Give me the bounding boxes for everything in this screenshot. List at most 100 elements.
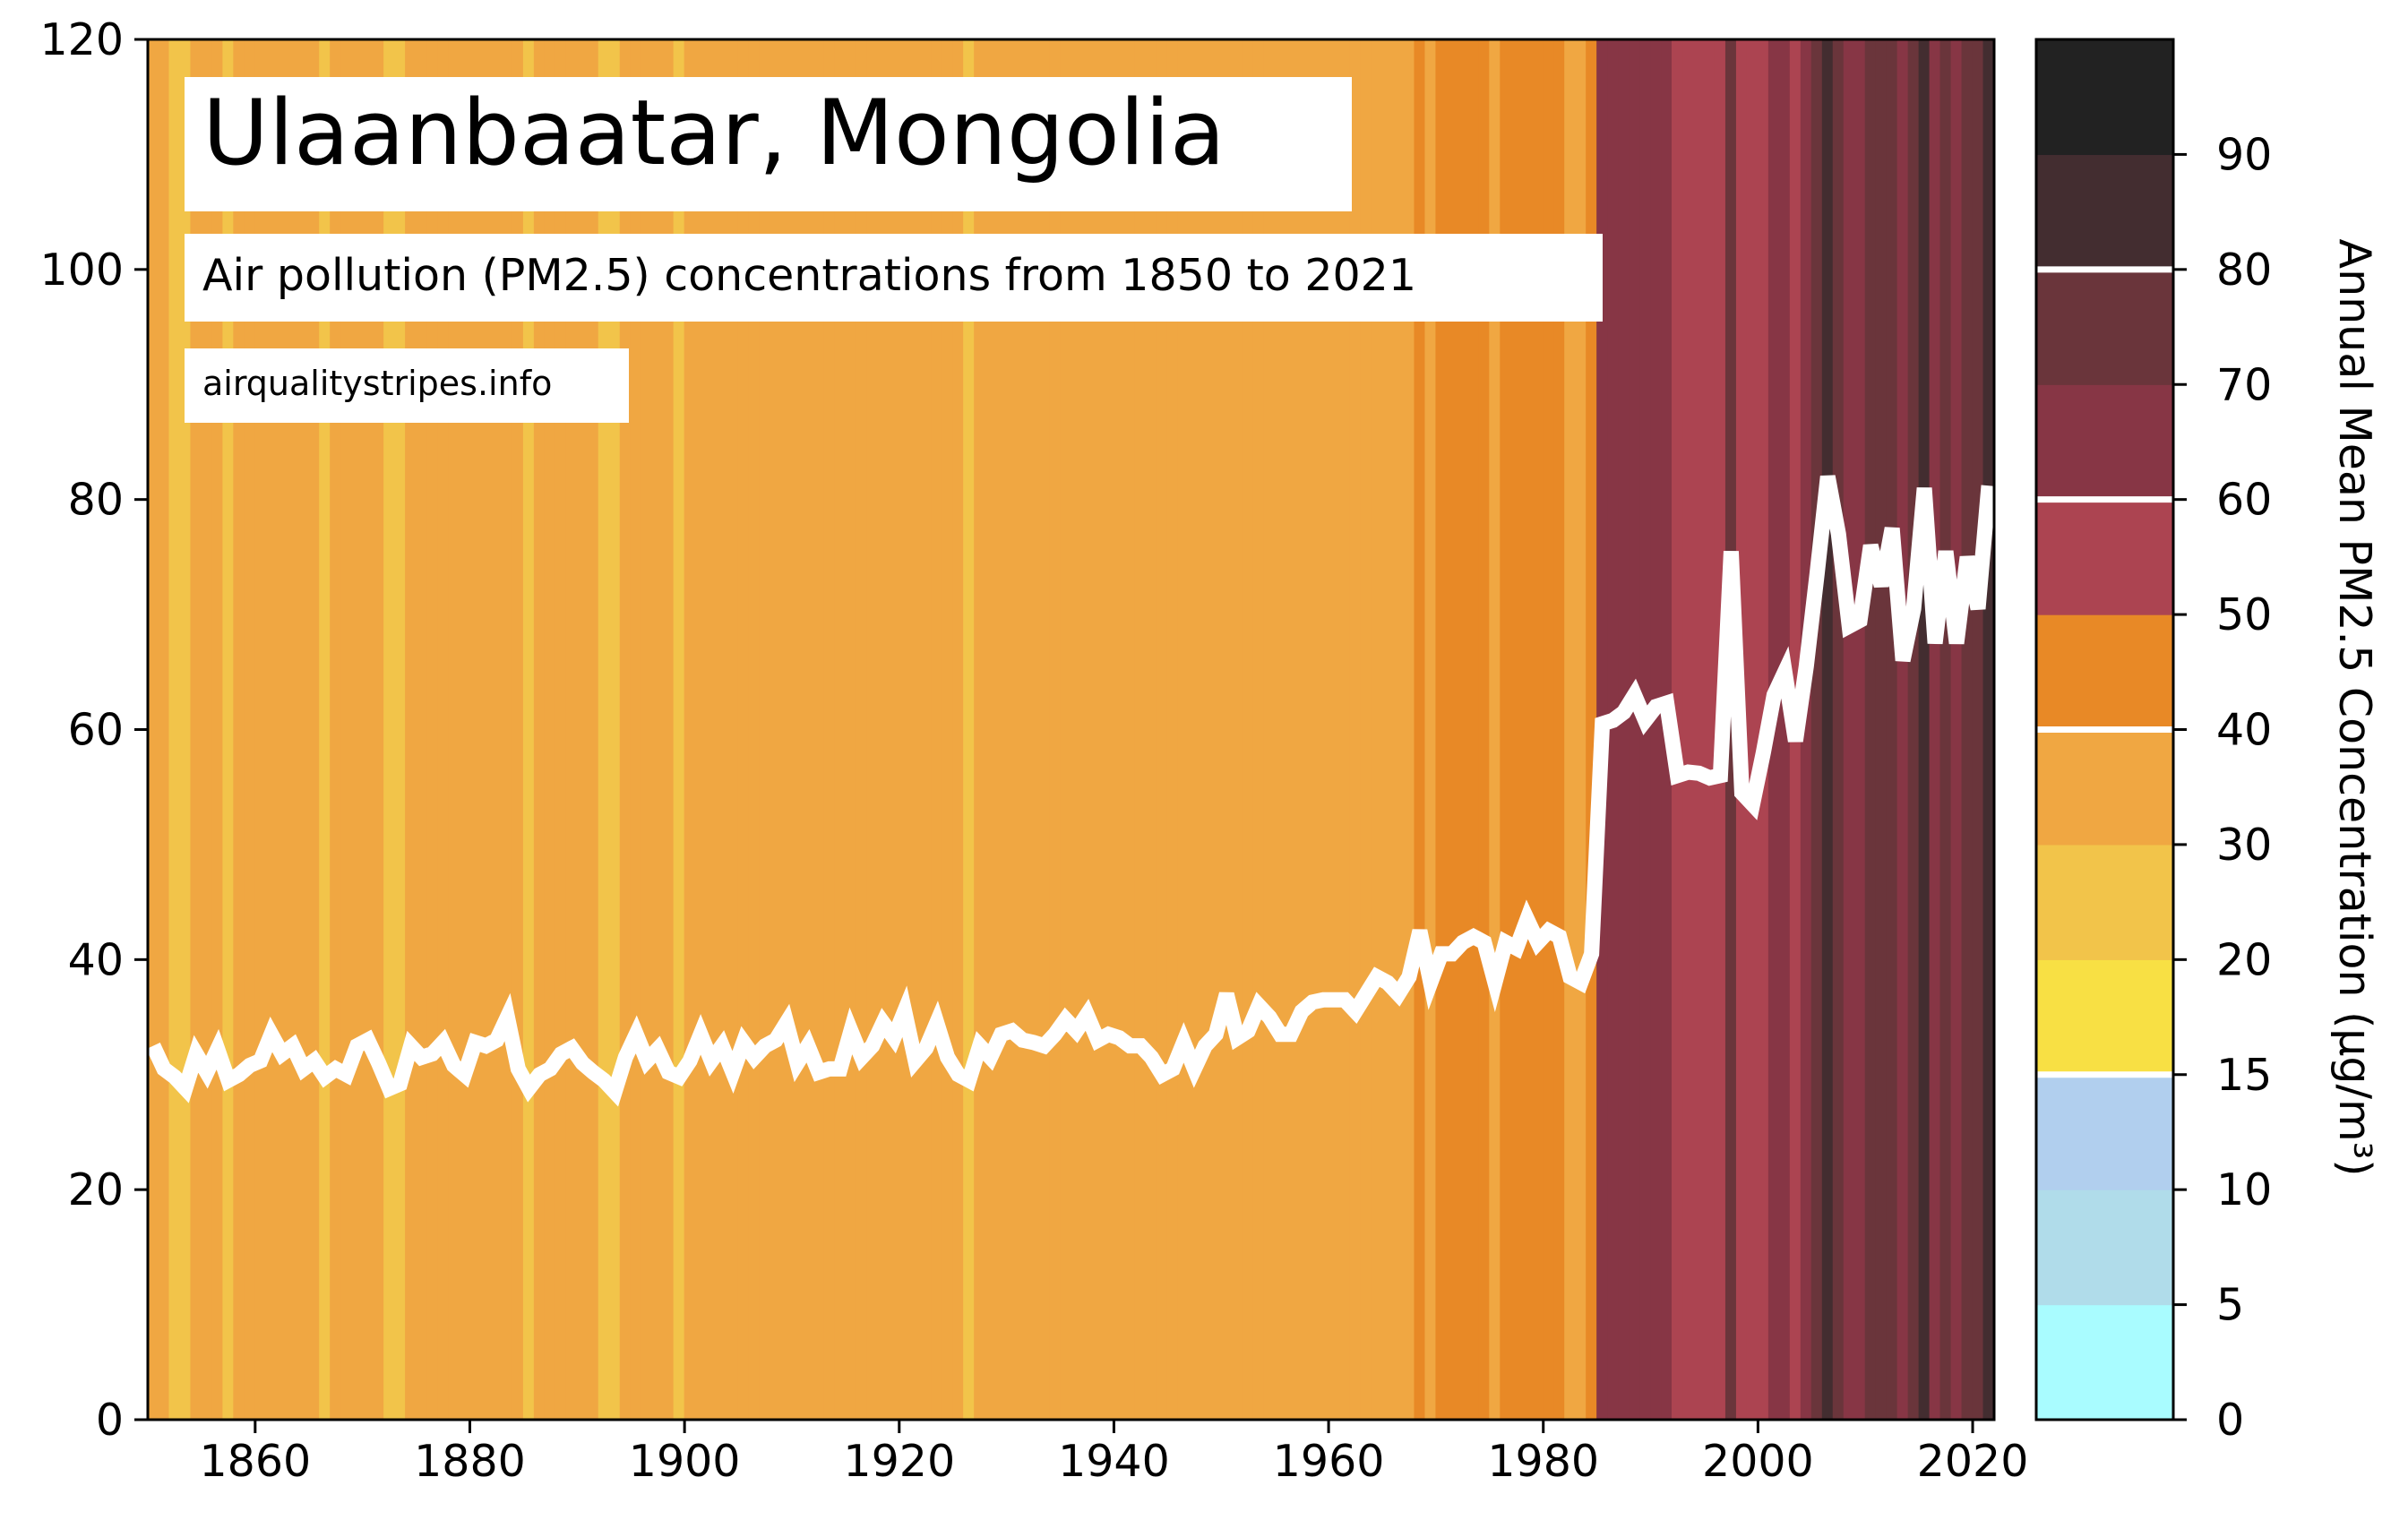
stripe: [1102, 39, 1114, 1420]
stripe: [899, 39, 911, 1420]
stripe: [158, 39, 170, 1420]
colorbar-tick-label: 70: [2216, 359, 2272, 410]
stripe: [1467, 39, 1480, 1420]
axes-layer: 1860 1880 1900 1920 1940 1960 1980 2000 2020 0 20 4…: [39, 14, 2028, 1487]
stripe: [759, 39, 771, 1420]
stripe: [1800, 39, 1812, 1420]
colorbar-bin: [2036, 1304, 2173, 1421]
stripe: [1038, 39, 1051, 1420]
stripe: [1682, 39, 1694, 1420]
stripe: [1650, 39, 1663, 1420]
stripe: [1457, 39, 1469, 1420]
stripe: [1982, 39, 1995, 1420]
stripe: [1724, 39, 1737, 1420]
stripe: [1821, 39, 1834, 1420]
stripe: [1274, 39, 1286, 1420]
stripe: [1392, 39, 1405, 1420]
stripe: [920, 39, 933, 1420]
stripe: [780, 39, 793, 1420]
colorbar-bin: [2036, 384, 2173, 501]
y-tick-label: 0: [96, 1395, 124, 1446]
stripe: [1478, 39, 1491, 1420]
y-tick-label: 60: [68, 705, 124, 756]
stripe: [1360, 39, 1372, 1420]
y-tick-label: 100: [39, 245, 124, 296]
stripe: [888, 39, 900, 1420]
stripe: [1521, 39, 1534, 1420]
series-line: [146, 475, 1997, 1107]
stripe: [1918, 39, 1931, 1420]
x-tick-label: 2000: [1702, 1436, 1814, 1487]
stripe: [694, 39, 707, 1420]
stripe: [1080, 39, 1093, 1420]
stripe: [802, 39, 814, 1420]
y-tick-label: 80: [68, 475, 124, 526]
stripe: [651, 39, 664, 1420]
stripe: [641, 39, 653, 1420]
colorbar-tick-label: 40: [2216, 705, 2272, 756]
stripe: [1746, 39, 1759, 1420]
source-box: [185, 348, 629, 423]
stripe: [1929, 39, 1941, 1420]
stripe: [705, 39, 718, 1420]
stripe: [1028, 39, 1040, 1420]
stripe: [1510, 39, 1523, 1420]
stripe: [1414, 39, 1426, 1420]
stripe: [1532, 39, 1544, 1420]
stripe: [1886, 39, 1898, 1420]
stripe: [1252, 39, 1265, 1420]
stripe: [1231, 39, 1243, 1420]
stripe: [1123, 39, 1136, 1420]
stripe: [1607, 39, 1620, 1420]
stripe: [995, 39, 1008, 1420]
line-layer: [146, 475, 1997, 1107]
colorbar-bin: [2036, 154, 2173, 271]
colorbar-bin: [2036, 729, 2173, 846]
colorbar-bin: [2036, 844, 2173, 960]
colorbar-label: Annual Mean PM2.5 Concentration (µg/m³): [2329, 239, 2380, 1177]
stripe: [1177, 39, 1190, 1420]
stripe: [1961, 39, 1974, 1420]
stripe: [1006, 39, 1019, 1420]
stripe: [866, 39, 879, 1420]
stripe: [1564, 39, 1577, 1420]
stripe: [931, 39, 943, 1420]
stripe: [1692, 39, 1705, 1420]
stripe: [1553, 39, 1566, 1420]
stripe: [1338, 39, 1351, 1420]
x-tick-label: 1860: [199, 1436, 311, 1487]
x-tick-label: 1900: [629, 1436, 741, 1487]
chart-title: Ulaanbaatar, Mongolia: [202, 80, 1226, 185]
stripe: [1060, 39, 1071, 1420]
stripe: [1629, 39, 1641, 1420]
colorbar-tick-label: 90: [2216, 129, 2272, 180]
stripe: [1113, 39, 1125, 1420]
stripe: [1317, 39, 1329, 1420]
stripe: [1618, 39, 1630, 1420]
stripe: [1907, 39, 1920, 1420]
stripe: [1972, 39, 1984, 1420]
stripe: [1500, 39, 1512, 1420]
chart-subtitle: Air pollution (PM2.5) concentrations fro…: [202, 250, 1416, 301]
colorbar-tick-label: 20: [2216, 934, 2272, 985]
stripe: [716, 39, 728, 1420]
y-tick-label: 120: [39, 14, 124, 65]
stripe: [1306, 39, 1319, 1420]
stripe: [1489, 39, 1501, 1420]
stripe: [1810, 39, 1823, 1420]
colorbar-bin: [2036, 959, 2173, 1076]
stripe: [1939, 39, 1952, 1420]
stripe: [1381, 39, 1394, 1420]
stripe: [1950, 39, 1963, 1420]
stripe: [985, 39, 997, 1420]
stripe: [1049, 39, 1062, 1420]
stripe: [737, 39, 750, 1420]
stripe: [147, 39, 159, 1420]
colorbar-tick-label: 15: [2216, 1050, 2272, 1101]
chart-source: airqualitystripes.info: [202, 364, 552, 403]
stripe: [1864, 39, 1877, 1420]
stripe: [1446, 39, 1458, 1420]
stripe: [748, 39, 761, 1420]
